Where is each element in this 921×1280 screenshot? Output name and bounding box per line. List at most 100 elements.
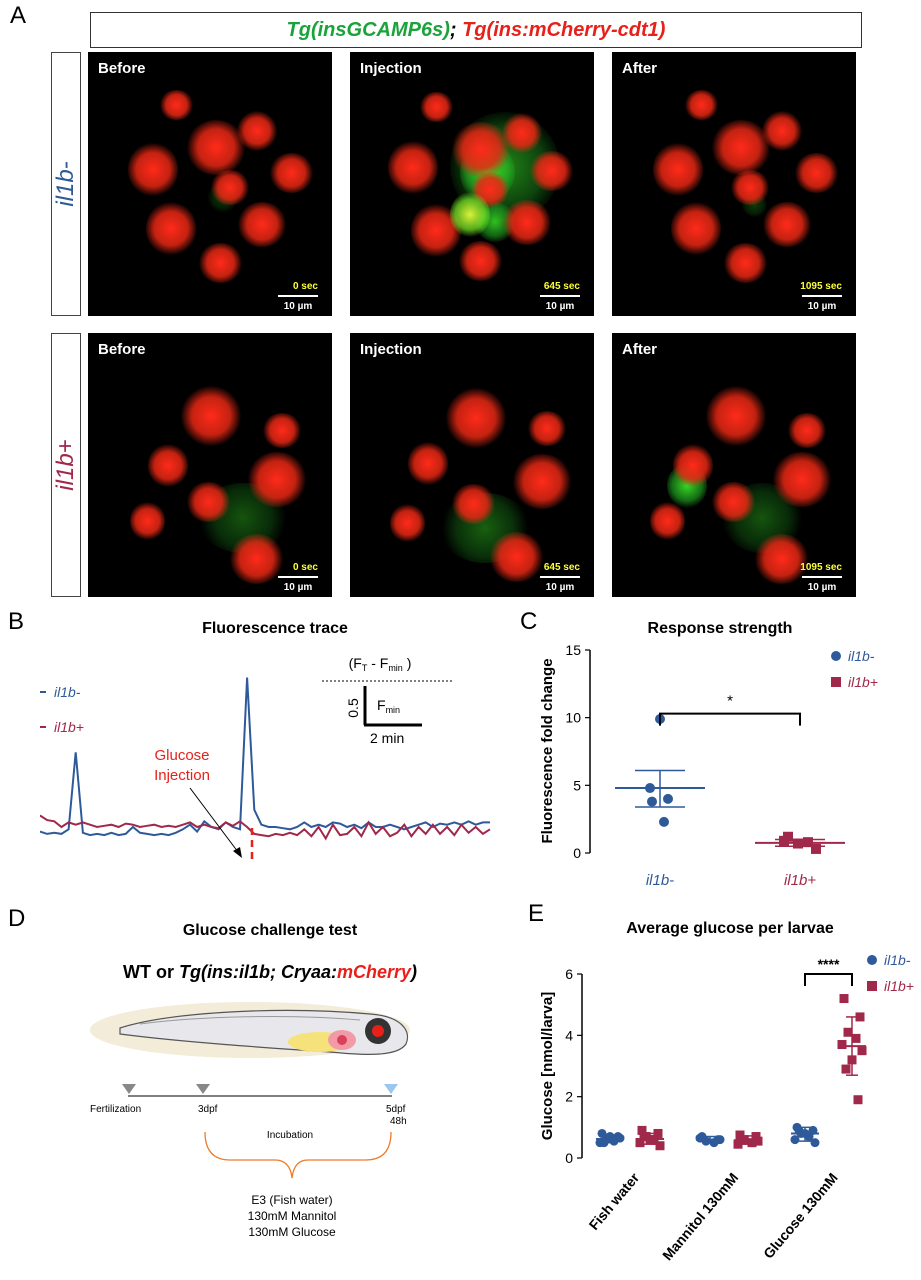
response-strength-chart: 0 5 10 15 Fluorescence fold change il1b-il1b+… [539, 642, 878, 889]
x-category-label: il1b- [646, 872, 674, 889]
red-nucleus [388, 140, 438, 195]
scale-label: 10 µm [545, 301, 575, 312]
scale-label-x: 2 min [370, 730, 404, 746]
data-point [735, 1130, 745, 1140]
data-point [751, 1132, 761, 1142]
annotation-glucose: Glucose [154, 747, 209, 764]
red-nucleus [148, 443, 188, 488]
annotation-injection: Injection [154, 767, 210, 784]
formula-numerator: (FT - Fmin ) [349, 655, 412, 673]
red-nucleus [723, 243, 768, 283]
data-point [655, 1141, 665, 1151]
timeline-48h: 48h [390, 1116, 407, 1127]
x-category-label: Glucose 130mM [760, 1170, 841, 1262]
data-point [645, 1135, 655, 1145]
scale-label-y: 0.5 [345, 698, 361, 718]
marker-3dpf [196, 1084, 210, 1094]
condition-label: Injection [360, 341, 422, 358]
red-nucleus [772, 452, 832, 507]
red-nucleus [130, 501, 165, 541]
condition-e3: E3 (Fish water) [251, 1193, 332, 1207]
panel-d-title: Glucose challenge test [182, 922, 358, 939]
micrograph-il1b-minus-after: After 1095 sec 10 µm [612, 52, 856, 316]
red-nucleus [210, 170, 250, 205]
red-nucleus [502, 200, 552, 245]
panel-label-a: A [10, 2, 27, 29]
condition-label: After [622, 341, 658, 358]
data-point [857, 1046, 867, 1056]
timeline-3dpf: 3dpf [198, 1104, 218, 1115]
panel-label-e: E [528, 900, 545, 927]
data-point [853, 1095, 863, 1105]
red-nucleus [446, 388, 506, 448]
condition-label: Injection [360, 60, 422, 77]
scale-label: 10 µm [283, 582, 313, 593]
scale-label: 10 µm [283, 301, 313, 312]
micrograph-il1b-minus-injection: Injection 645 sec 10 µm [350, 52, 594, 316]
data-point [847, 1055, 857, 1065]
red-nucleus [684, 90, 719, 120]
micrograph-il1b-plus-before: Before 0 sec 10 µm [88, 333, 332, 597]
data-point [790, 1135, 800, 1145]
scale-bar [540, 295, 580, 297]
x-category-label: il1b+ [784, 872, 816, 889]
row-label-il1b-minus: il1b- [51, 52, 81, 316]
timestamp: 1095 sec [800, 562, 842, 573]
data-point [811, 843, 821, 854]
red-nucleus [754, 534, 809, 584]
y-tick-label: 5 [573, 777, 581, 793]
scale-label: 10 µm [807, 301, 837, 312]
annotation-arrow [189, 787, 239, 853]
larva-illustration [90, 1002, 410, 1058]
panel-b-title: Fluorescence trace [202, 620, 348, 637]
legend-label-il1b-plus: il1b+ [54, 719, 84, 735]
panel-e-title: Average glucose per larvae [626, 920, 834, 937]
red-nucleus [128, 142, 178, 197]
red-nucleus [489, 532, 544, 582]
y-tick-label: 0 [565, 1150, 573, 1166]
red-nucleus [653, 142, 703, 197]
timeline-fertilization: Fertilization [90, 1104, 141, 1115]
legend-label-il1b-minus: il1b- [848, 648, 875, 664]
trace-il1bminus [40, 677, 490, 837]
red-nucleus [186, 120, 246, 175]
red-nucleus [198, 243, 243, 283]
red-nucleus [237, 111, 277, 151]
data-point [753, 1136, 763, 1146]
legend-marker-il1b-plus [831, 677, 841, 687]
legend-label-il1b-plus: il1b+ [848, 674, 878, 690]
data-point [839, 994, 849, 1004]
data-point [653, 1128, 663, 1138]
panel-d-subtitle: WT or Tg(ins:il1b; Cryaa:mCherry) [122, 962, 418, 982]
glucose-chart: 0 2 4 6 Glucose [nmol/larva] Fish water Mannit… [539, 952, 914, 1263]
red-nucleus [390, 503, 425, 543]
mcherry-eye [372, 1025, 384, 1037]
y-tick-label: 15 [565, 642, 581, 658]
red-nucleus [458, 241, 503, 281]
y-tick-label: 0 [573, 845, 581, 861]
red-nucleus [502, 113, 542, 153]
title-green-part: Tg(insGCAMP6s) [286, 19, 450, 41]
data-point [843, 1027, 853, 1037]
red-nucleus [181, 386, 241, 446]
data-point [779, 835, 789, 846]
red-nucleus [706, 386, 766, 446]
challenge-schematic: Fertilization 3dpf 5dpf 48h Incubation E… [90, 1002, 410, 1239]
incubation-brace [204, 1131, 392, 1179]
data-point [599, 1138, 609, 1148]
condition-label: After [622, 60, 658, 77]
timestamp: 645 sec [543, 562, 580, 573]
scale-bar [802, 576, 842, 578]
red-nucleus [408, 441, 448, 486]
scale-bar [278, 576, 318, 578]
data-point [837, 1040, 847, 1050]
condition-label: Before [98, 60, 146, 77]
red-nucleus [269, 153, 314, 193]
y-axis-label: Glucose [nmol/larva] [539, 992, 556, 1140]
red-nucleus [787, 413, 827, 448]
red-nucleus [159, 90, 194, 120]
red-nucleus [512, 454, 572, 509]
micrograph-il1b-plus-injection: Injection 645 sec 10 µm [350, 333, 594, 597]
significance-bracket [804, 973, 853, 986]
incubation-label: Incubation [267, 1130, 313, 1141]
